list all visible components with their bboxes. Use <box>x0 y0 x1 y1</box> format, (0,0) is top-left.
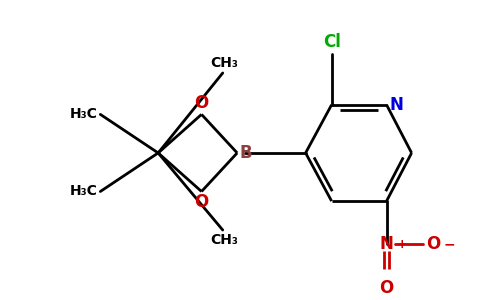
Text: H₃C: H₃C <box>70 107 97 122</box>
Text: O: O <box>379 279 393 297</box>
Text: N: N <box>390 96 403 114</box>
Text: B: B <box>240 144 252 162</box>
Text: CH₃: CH₃ <box>211 56 239 70</box>
Text: Cl: Cl <box>323 33 341 51</box>
Text: CH₃: CH₃ <box>211 233 239 247</box>
Text: H₃C: H₃C <box>70 184 97 199</box>
Text: O: O <box>195 194 209 211</box>
Text: −: − <box>443 238 455 252</box>
Text: O: O <box>425 235 440 253</box>
Text: O: O <box>195 94 209 112</box>
Text: +: + <box>396 238 407 251</box>
Text: N: N <box>379 235 393 253</box>
